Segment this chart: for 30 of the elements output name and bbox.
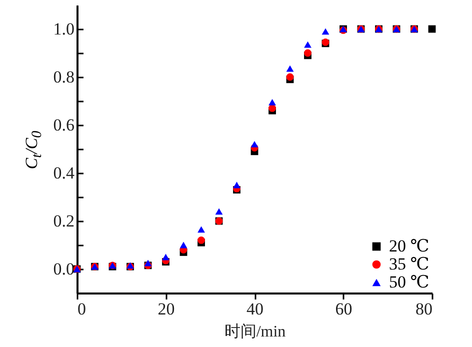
legend-label: 20 ℃ <box>389 236 430 256</box>
y-tick-label: 0.8 <box>53 68 74 86</box>
x-tick-label: 60 <box>335 300 352 318</box>
x-tick-label: 80 <box>416 300 432 318</box>
point <box>250 140 258 148</box>
x-tick-label: 20 <box>158 300 175 318</box>
point <box>198 226 205 233</box>
point <box>144 260 152 266</box>
point <box>304 49 312 57</box>
x-tick-label: 0 <box>78 300 86 318</box>
y-tick-label: 0.6 <box>53 116 74 134</box>
point <box>215 208 223 215</box>
point <box>304 41 312 48</box>
point <box>233 182 240 188</box>
point <box>268 104 276 112</box>
y-tick-label: 0.2 <box>53 212 74 230</box>
point <box>286 65 294 72</box>
y-tick-label: 0.4 <box>53 164 75 182</box>
legend-label: 50 ℃ <box>389 272 430 292</box>
point <box>198 236 205 244</box>
legend-label: 35 ℃ <box>389 254 430 274</box>
point <box>268 98 276 106</box>
y-tick-label: 1.0 <box>53 20 74 38</box>
point <box>180 242 188 248</box>
point <box>322 28 330 35</box>
x-axis-title: 时间/min <box>224 322 286 340</box>
point <box>162 254 170 260</box>
x-tick-label: 40 <box>246 300 264 318</box>
y-tick-label: 0.0 <box>53 260 74 278</box>
point <box>286 73 294 81</box>
